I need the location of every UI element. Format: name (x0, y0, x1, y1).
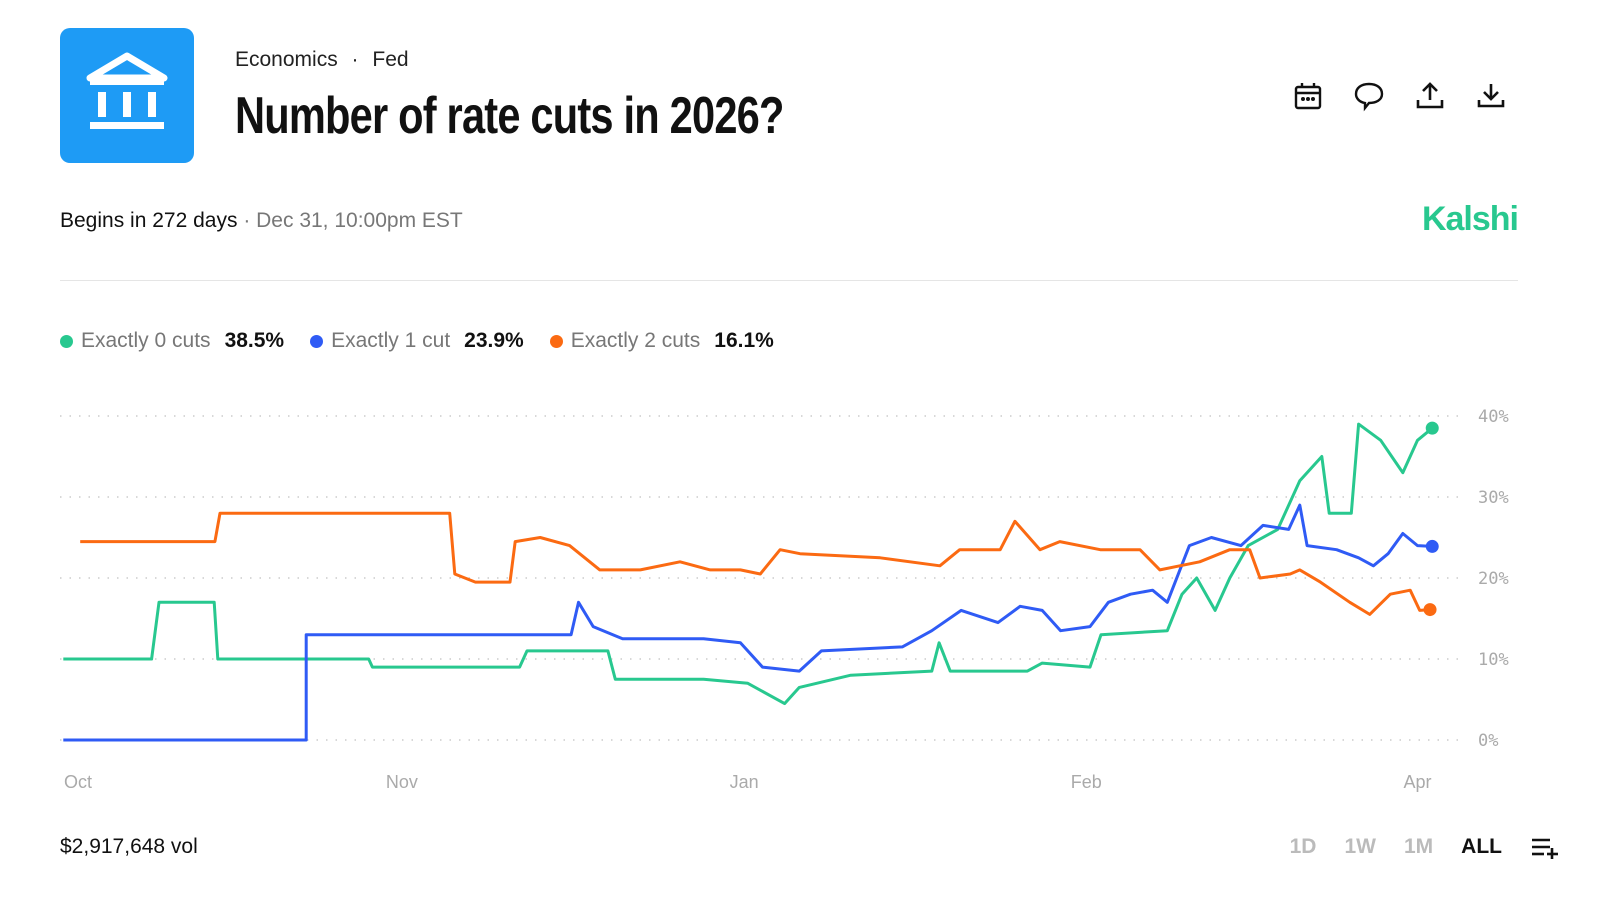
market-status: Begins in 272 days · Dec 31, 10:00pm EST (60, 209, 463, 233)
series-end-dot-1 (1425, 539, 1439, 553)
list-add-icon[interactable] (1530, 835, 1560, 859)
legend-value: 23.9% (464, 329, 524, 352)
legend-item[interactable]: Exactly 2 cuts 16.1% (549, 329, 774, 353)
x-tick-label: Jan (730, 772, 759, 792)
y-tick-label: 40% (1478, 407, 1509, 427)
divider (60, 280, 1518, 281)
begins-text: Begins in 272 days (60, 209, 238, 232)
bank-logo-icon (60, 28, 194, 163)
legend-label: Exactly 0 cuts (81, 329, 211, 352)
x-tick-label: Feb (1071, 772, 1102, 792)
line-chart: 0% 10% 20% 30% 40% Oct Nov Jan Feb Apr (60, 407, 1509, 792)
download-icon[interactable] (1475, 80, 1507, 112)
share-icon[interactable] (1414, 80, 1446, 112)
begins-date: · Dec 31, 10:00pm EST (243, 209, 463, 232)
legend-value: 38.5% (224, 329, 285, 352)
breadcrumb: Economics · Fed (235, 48, 409, 72)
y-tick-label: 20% (1478, 569, 1509, 589)
kalshi-logo: Kalshi (1421, 200, 1519, 238)
range-1m[interactable]: 1M (1403, 835, 1434, 858)
calendar-icon[interactable] (1292, 80, 1324, 112)
legend-dot (549, 334, 563, 348)
range-selector: 1D 1W 1M ALL (1290, 835, 1560, 859)
x-tick-label: Apr (1404, 772, 1432, 792)
y-tick-label: 10% (1478, 650, 1509, 670)
y-tick-label: 0% (1478, 731, 1498, 751)
chart-legend: Exactly 0 cuts 38.5% Exactly 1 cut 23.9% Exa… (60, 329, 774, 353)
legend-value: 16.1% (714, 329, 774, 352)
breadcrumb-category[interactable]: Economics (235, 48, 338, 71)
legend-dot (310, 334, 324, 348)
series-line-1 (63, 503, 1433, 742)
range-1w[interactable]: 1W (1344, 835, 1376, 858)
range-all[interactable]: ALL (1461, 835, 1502, 858)
series-line-0 (63, 422, 1434, 706)
y-tick-label: 30% (1478, 488, 1509, 508)
series-end-dot-2 (1423, 603, 1437, 617)
volume: $2,917,648 vol (60, 835, 198, 858)
page-title: Number of rate cuts in 2026? (235, 87, 784, 145)
range-1d[interactable]: 1D (1289, 835, 1317, 858)
x-tick-label: Nov (386, 772, 418, 792)
legend-label: Exactly 1 cut (331, 329, 451, 352)
breadcrumb-subcategory[interactable]: Fed (372, 48, 409, 71)
legend-item[interactable]: Exactly 1 cut 23.9% (310, 329, 524, 353)
comment-icon[interactable] (1353, 80, 1385, 112)
legend-item[interactable]: Exactly 0 cuts 38.5% (60, 329, 284, 353)
legend-dot (60, 334, 73, 348)
series-end-dot-0 (1425, 421, 1439, 435)
legend-label: Exactly 2 cuts (570, 329, 701, 352)
breadcrumb-separator: · (351, 48, 359, 71)
x-tick-label: Oct (64, 772, 92, 792)
series-line-2 (80, 511, 1431, 616)
